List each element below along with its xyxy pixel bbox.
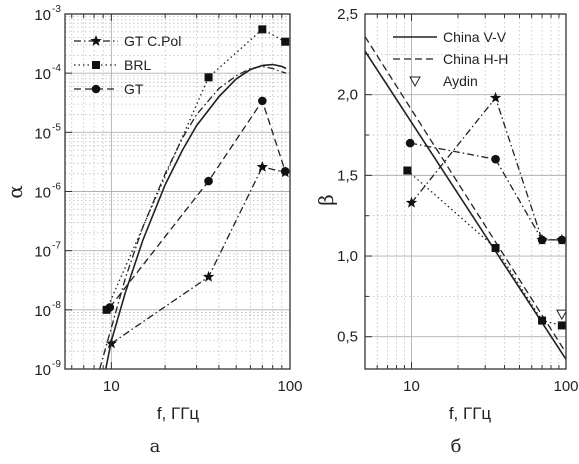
beta-axis-ticks: 10 100 0,5 1,0 1,5 2,0 2,5 — [337, 6, 578, 395]
alpha-legend-brl-marker — [92, 61, 100, 69]
beta-plot-area — [365, 36, 566, 360]
beta-y-axis-label: β — [314, 194, 338, 206]
beta-legend-china-v-v-label: China V-V — [443, 29, 507, 45]
alpha-y-tick-label: 10 — [34, 303, 51, 320]
beta-series-curve-4-point — [403, 166, 412, 175]
alpha-grid — [65, 13, 291, 370]
beta-y-tick-label: 2,0 — [337, 87, 358, 104]
beta-series-curve-3-line — [411, 96, 562, 241]
alpha-series-curve-3-line — [104, 63, 287, 369]
beta-series-curve-3-point — [489, 91, 502, 103]
beta-legend: China V-V China H-H Aydin — [393, 29, 508, 89]
alpha-y-tick-label: 10 — [34, 125, 51, 142]
alpha-y-tick-exponent: -7 — [52, 241, 61, 252]
beta-series-curve-4-point — [538, 316, 547, 325]
alpha-series-gt-c-pol-point — [202, 270, 215, 282]
beta-series-curve-5-point — [557, 235, 566, 245]
beta-legend-china-h-h-label: China H-H — [443, 51, 508, 67]
alpha-y-tick-exponent: -6 — [52, 182, 61, 193]
alpha-plot-area — [99, 25, 290, 369]
alpha-series-gt-c-pol-line — [111, 166, 286, 345]
alpha-legend-gt-label: GT — [124, 81, 144, 97]
alpha-panel-label: а — [150, 436, 161, 457]
beta-series-curve-4-point — [557, 321, 566, 330]
alpha-y-tick-label: 10 — [34, 362, 51, 379]
alpha-legend-gt-c-pol-marker — [90, 35, 102, 46]
alpha-y-tick-label: 10 — [34, 244, 51, 261]
alpha-y-tick-label: 10 — [34, 185, 51, 202]
beta-series-curve-4-point — [491, 243, 500, 252]
alpha-series-gt-point — [258, 96, 267, 106]
beta-series-curve-4-line — [406, 170, 563, 327]
alpha-series-brl-point — [281, 37, 290, 46]
alpha-y-tick-exponent: -9 — [52, 359, 61, 370]
beta-panel-label: б — [451, 436, 462, 457]
alpha-series-group — [99, 25, 290, 369]
beta-y-tick-label: 2,5 — [337, 6, 358, 23]
alpha-legend-gt-c-pol-label: GT C.Pol — [124, 33, 181, 49]
alpha-series-gt-point — [204, 176, 213, 186]
beta-grid — [364, 13, 567, 369]
beta-series-curve-5-point — [491, 154, 500, 164]
alpha-legend-gt-marker — [91, 84, 101, 94]
alpha-series-gt-point — [105, 303, 115, 312]
beta-series-curve-3-point — [405, 196, 418, 208]
beta-y-tick-label: 1,5 — [337, 167, 358, 184]
beta-series-curve-5-point — [405, 138, 415, 148]
alpha-x-tick-label: 100 — [277, 378, 302, 395]
alpha-y-tick-exponent: -8 — [52, 300, 61, 311]
beta-series-china-v-v-line — [365, 50, 566, 360]
alpha-series-brl-point — [258, 25, 267, 34]
beta-x-axis-label: f, ГГц — [449, 404, 492, 423]
beta-y-tick-label: 0,5 — [337, 329, 358, 346]
alpha-y-tick-label: 10 — [34, 66, 51, 83]
alpha-series-gt-point — [280, 166, 290, 176]
beta-series-curve-5-point — [537, 235, 547, 245]
beta-legend-aydin-label: Aydin — [443, 73, 478, 89]
beta-y-tick-label: 1,0 — [337, 248, 358, 265]
beta-series-group — [365, 36, 566, 360]
alpha-y-tick-exponent: -3 — [52, 4, 61, 15]
alpha-y-tick-exponent: -4 — [52, 63, 61, 74]
beta-series-china-h-h-line — [365, 36, 566, 354]
beta-series-curve-5-line — [410, 142, 562, 241]
alpha-series-brl-line — [105, 28, 286, 311]
alpha-legend-brl-label: BRL — [124, 57, 151, 73]
beta-plot-frame — [364, 13, 567, 370]
beta-panel: 10 100 0,5 1,0 1,5 2,0 2,5 China V-V China H-H A… — [314, 6, 579, 457]
alpha-y-axis-label: α — [3, 185, 27, 199]
alpha-series-curve-4-line — [99, 65, 287, 369]
alpha-y-tick-label: 10 — [34, 7, 51, 24]
alpha-series-gt-line — [109, 99, 286, 308]
beta-x-tick-label: 100 — [553, 378, 578, 395]
alpha-y-tick-exponent: -5 — [52, 122, 61, 133]
alpha-legend: GT C.Pol BRL GT — [74, 33, 181, 97]
alpha-series-gt-c-pol-point — [256, 160, 269, 172]
beta-series-aydin-point — [555, 309, 566, 321]
alpha-x-axis-label: f, ГГц — [157, 404, 200, 423]
alpha-x-tick-label: 10 — [103, 378, 120, 395]
alpha-series-brl-point — [204, 73, 213, 82]
beta-legend-aydin-marker — [409, 76, 421, 88]
beta-x-tick-label: 10 — [403, 378, 420, 395]
